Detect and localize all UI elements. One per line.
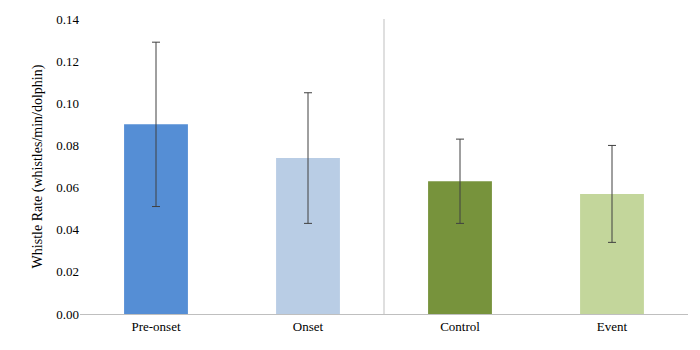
svg-text:0.12: 0.12 <box>56 54 79 69</box>
svg-text:Whistle Rate (whistles/min/dol: Whistle Rate (whistles/min/dolphin) <box>30 64 46 268</box>
svg-text:Event: Event <box>597 319 628 334</box>
svg-text:Pre-onset: Pre-onset <box>131 319 180 334</box>
svg-text:0.14: 0.14 <box>56 12 79 27</box>
svg-text:0.00: 0.00 <box>56 307 79 322</box>
svg-text:Control: Control <box>440 319 480 334</box>
svg-text:0.06: 0.06 <box>56 180 79 195</box>
svg-text:0.08: 0.08 <box>56 138 79 153</box>
svg-text:0.02: 0.02 <box>56 264 79 279</box>
svg-text:0.04: 0.04 <box>56 222 79 237</box>
svg-text:Onset: Onset <box>293 319 324 334</box>
svg-text:0.10: 0.10 <box>56 96 79 111</box>
